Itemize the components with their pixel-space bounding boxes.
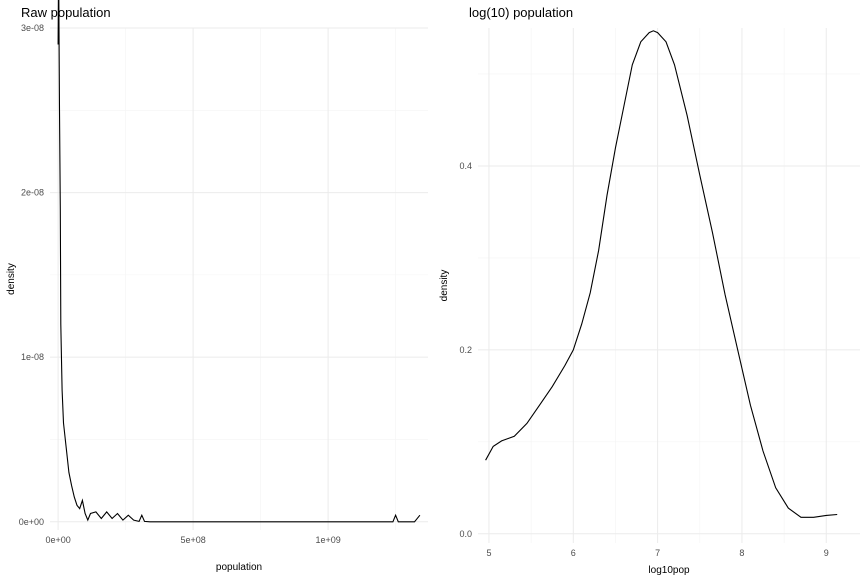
chart-title: Raw population [21,5,111,20]
chart-panel-1: 0e+00 5e+08 1e+09 0e+00 1e-08 2e-08 3e-08 Raw p… [6,0,428,573]
x-tick-label: 0e+00 [45,535,70,545]
y-tick-label: 0.0 [459,529,472,539]
x-tick-label: 5 [486,548,491,558]
x-tick-label: 7 [655,548,660,558]
x-axis-label: population [216,562,262,573]
y-tick-label: 0e+00 [19,517,44,527]
density-curve-1 [485,30,838,518]
x-tick-label: 6 [571,548,576,558]
y-tick-label: 2e-08 [21,188,44,198]
x-tick-label: 8 [739,548,744,558]
y-tick-label: 0.4 [459,161,472,171]
x-tick-label: 5e+08 [180,535,205,545]
chart-title: log(10) population [469,5,573,20]
x-axis-label: log10pop [648,565,690,576]
y-axis-label: density [439,270,450,302]
density-curve-1 [57,0,421,523]
y-tick-label: 3e-08 [21,23,44,33]
y-tick-label: 0.2 [459,345,472,355]
chart-panel-2: 5 6 7 8 9 0.0 0.2 0.4 log(10) population log10pop… [439,5,860,576]
y-tick-label: 1e-08 [21,352,44,362]
x-tick-label: 1e+09 [315,535,340,545]
x-tick-label: 9 [824,548,829,558]
y-axis-label: density [6,263,17,295]
